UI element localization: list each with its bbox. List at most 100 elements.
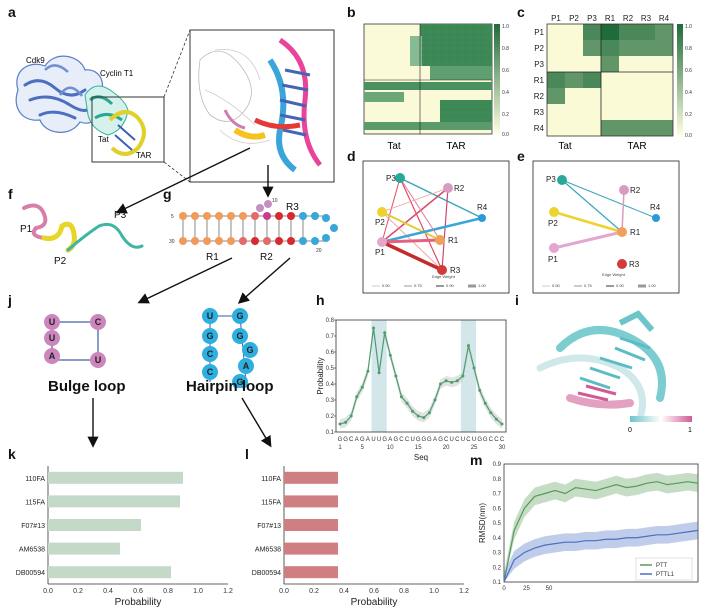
bulge-bases [44,314,106,368]
node-r4 [478,214,486,222]
x-tick-label: 15 [415,445,422,451]
y-tick-label: 0.5 [493,521,502,527]
hairpin-base: G [236,377,243,387]
confidence-band [340,323,502,429]
heatmap-cell [583,24,601,40]
seq-letter: U [461,437,465,443]
x-tick-label: 25 [471,445,478,451]
data-point [489,411,493,415]
seq-letter: G [382,437,387,443]
c-row-label: P2 [534,44,544,53]
e-node-label: R3 [629,260,640,269]
node-p1 [549,243,559,253]
category-label: DB00594 [16,570,45,577]
seq-letter: U [472,437,476,443]
seq-letter: C [500,437,505,443]
tar-label: TAR [136,151,152,160]
cdk9-label: Cdk9 [26,56,45,65]
e-legend-value: 0.90 [616,283,625,288]
series-line [503,529,699,583]
m-frame [503,463,699,583]
x-tick-label: 20 [443,445,450,451]
panel-l-bar-chart: 110FA 115FA F07#13 AM6538 DB00594 0.0 0.2 0.4 0.… [252,466,469,608]
panel-label-l: l [245,446,249,462]
panel-label-c: c [517,4,525,20]
heatmap-cell [655,24,673,40]
hairpin-bases [202,308,258,388]
e-node-label: P3 [546,175,556,184]
heatmap-cell [655,88,673,104]
c-col-label: R2 [623,14,634,23]
bar [48,566,171,579]
b-cb-tick: 1.0 [502,24,509,30]
bulge-loop-title: Bulge loop [48,378,126,395]
rna-3d-illustration [536,310,666,422]
e-node-label: P1 [548,255,558,264]
c-cb-tick: 0.6 [685,68,692,74]
c-row-label: R1 [534,76,545,85]
y-tick-label: 0.2 [493,565,502,571]
heatmap-cell [583,120,601,136]
bar [284,542,338,555]
x-tick-label: 10 [387,445,394,451]
heatmap-cell [637,120,655,136]
heatmap-cell [547,24,565,40]
data-point [360,385,364,389]
x-tick-label: 0.6 [369,588,379,595]
e-legend-title: Edge Weight [602,272,626,277]
seq-letter: G [427,437,432,443]
seq-letter: C [444,437,449,443]
heatmap-cell [583,72,601,88]
data-point [394,374,398,378]
panel-label-g: g [163,186,172,202]
heatmap-cell [619,40,637,56]
x-tick-label: 5 [361,445,365,451]
category-label: 115FA [261,499,281,506]
hairpin-base: G [206,331,213,341]
heatmap-cell [547,120,565,136]
c-col-label: P2 [569,14,579,23]
data-point [355,395,359,399]
b-cb-tick: 0.8 [502,46,509,52]
category-label: DB00594 [252,570,281,577]
zoomed-complex-box [189,29,335,183]
seq-letter: C [405,437,410,443]
heatmap-cell [637,88,655,104]
d-node-label: R2 [454,184,465,193]
heatmap-cell [565,24,583,40]
panel-f-tat-peptide: P1 P2 P3 [20,203,144,266]
panel-g-tar-secondary: R1 R2 R3 5 30 10 20 [169,198,338,263]
y-tick-label: 0.9 [493,462,502,468]
x-tick-label: 1.2 [459,588,469,595]
x-tick-label: 0.8 [163,588,173,595]
panel-m-rmsd-chart: 0.1 0.2 0.3 0.4 0.5 0.6 0.7 0.8 0.9 0 25 50 RMSD(nm)… [478,462,699,592]
y-tick-label: 0.7 [493,492,502,498]
hairpin-base: C [207,349,214,359]
i-cb-min: 0 [628,427,632,434]
data-point [377,371,381,375]
e-legend-value: 0.50 [552,283,561,288]
heatmap-cell [565,88,583,104]
legend-label: PTTL1 [656,572,675,578]
heatmap-cell [583,56,601,72]
heatmap-cell [655,72,673,88]
category-label: 110FA [25,476,45,483]
heatmap-cell [547,104,565,120]
d-node-label: P1 [375,248,385,257]
y-tick-label: 0.1 [326,430,335,436]
node-p2 [549,207,559,217]
node-r2 [619,185,629,195]
bar [48,542,120,555]
d-legend-value: 1.00 [478,283,487,288]
highlight-band [460,320,477,432]
x-tick-label: 0.4 [103,588,113,595]
g-nucleotides [179,200,338,245]
e-legend-value: 0.75 [584,283,593,288]
panel-label-m: m [470,452,483,468]
heatmap-cell [583,88,601,104]
x-tick-label: 0.6 [133,588,143,595]
x-tick-label: 1 [338,445,342,451]
seq-letter: G [338,437,343,443]
data-point [366,369,370,373]
node-r4 [652,214,660,222]
